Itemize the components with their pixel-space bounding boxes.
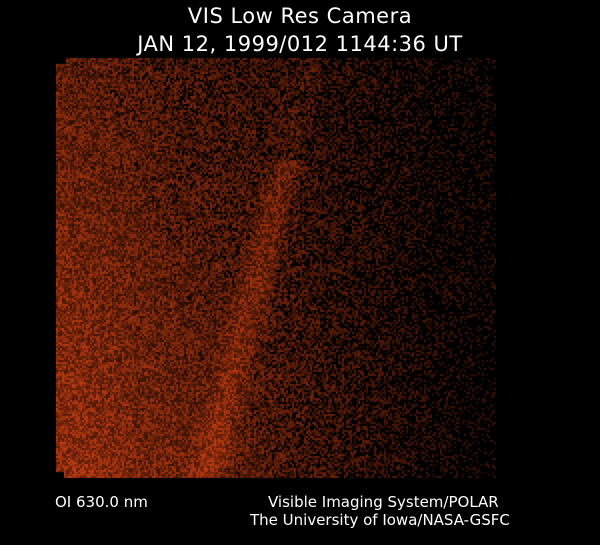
image-title: VIS Low Res Camera — [187, 4, 413, 28]
credit-line-1: Visible Imaging System/POLAR — [268, 493, 499, 511]
filter-wavelength-label: OI 630.0 nm — [55, 493, 148, 511]
auroral-camera-image — [56, 58, 496, 478]
credit-line-2: The University of Iowa/NASA-GSFC — [250, 511, 510, 529]
image-timestamp: JAN 12, 1999/012 1144:36 UT — [137, 32, 463, 56]
